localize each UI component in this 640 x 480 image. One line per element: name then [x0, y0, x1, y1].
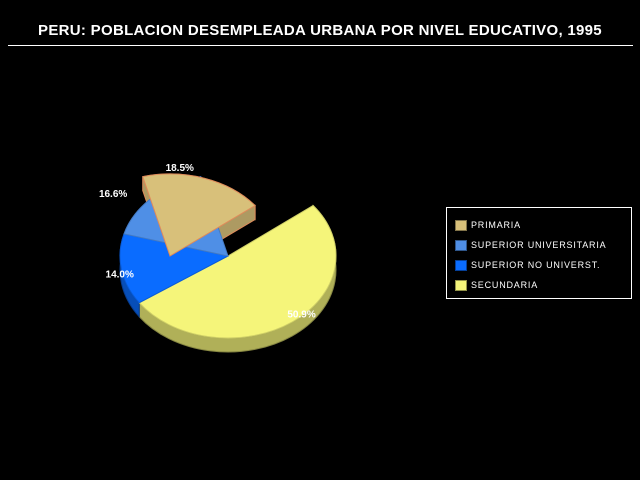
chart-legend: PRIMARIA SUPERIOR UNIVERSITARIA SUPERIOR… [446, 207, 632, 299]
legend-swatch [455, 219, 467, 231]
legend-swatch [455, 259, 467, 271]
legend-item: SUPERIOR NO UNIVERST. [455, 255, 631, 275]
pie-slice-label: 16.6% [99, 189, 127, 200]
legend-item: SECUNDARIA [455, 275, 631, 295]
legend-label: PRIMARIA [471, 220, 521, 230]
chart-title: PERU: POBLACION DESEMPLEADA URBANA POR N… [38, 22, 602, 39]
legend-label: SUPERIOR NO UNIVERST. [471, 260, 601, 270]
pie-slice-label: 18.5% [166, 163, 194, 174]
pie-slice-primaria [142, 173, 256, 257]
legend-item: PRIMARIA [455, 215, 631, 235]
pie-slice-superior-no-universt [119, 233, 230, 304]
pie-slice-label: 14.0% [106, 270, 134, 281]
legend-label: SUPERIOR UNIVERSITARIA [471, 240, 607, 250]
pie-slice-secundaria [138, 204, 337, 339]
legend-item: SUPERIOR UNIVERSITARIA [455, 235, 631, 255]
legend-label: SECUNDARIA [471, 280, 539, 290]
legend-swatch [455, 279, 467, 291]
pie-slice-label: 50.9% [287, 310, 315, 321]
legend-swatch [455, 239, 467, 251]
title-divider [8, 45, 633, 46]
